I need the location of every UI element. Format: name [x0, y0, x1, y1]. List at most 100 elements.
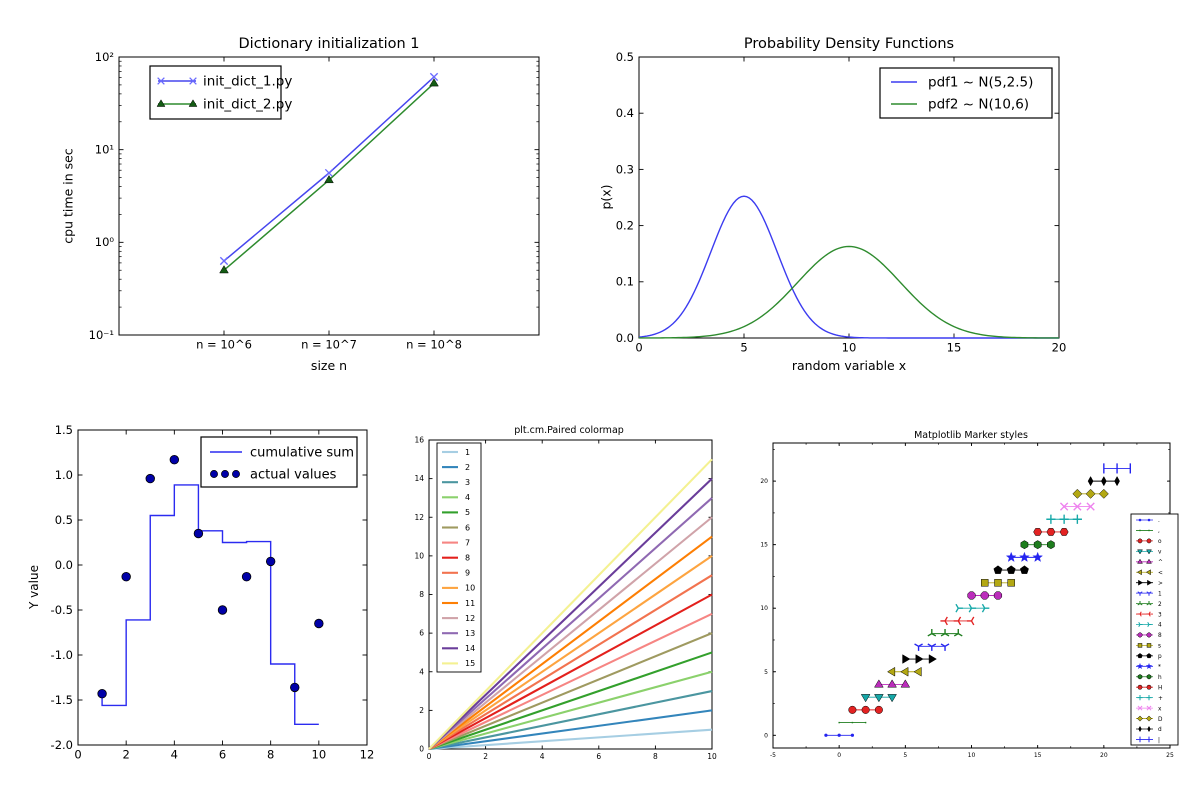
- marker-+: [1059, 514, 1069, 524]
- figure2-ylabel: p(x): [598, 184, 614, 210]
- marker-2: [940, 629, 950, 637]
- colormap-line-14: [428, 477, 713, 750]
- axis-ticks: -5 0 5 10 15 20 25 0 5 10 15 20: [760, 443, 1174, 759]
- legend-label: init_dict_1.py: [203, 74, 292, 90]
- legend-label: 9: [465, 569, 470, 578]
- marker-h: [1033, 540, 1042, 550]
- marker-s: [1137, 643, 1143, 648]
- tick-label: 8: [267, 747, 274, 761]
- marker-4: [955, 603, 963, 613]
- legend-label: pdf1 ~ N(5,2.5): [928, 75, 1033, 91]
- marker-row-4: [955, 603, 990, 613]
- marker-dot: [837, 733, 841, 737]
- legend-label: 6: [465, 523, 470, 532]
- legend-label: 7: [465, 538, 470, 547]
- legend-label: *: [1158, 665, 1161, 671]
- marker-row-2: [927, 629, 963, 637]
- legend-box: [149, 65, 282, 120]
- marker-row-h: [1020, 540, 1055, 550]
- legend-label: 4: [1158, 623, 1162, 629]
- marker-2: [1137, 601, 1143, 606]
- marker-<: [913, 666, 922, 677]
- marker-pixel: [851, 721, 854, 724]
- tick-label: 4: [540, 752, 545, 761]
- tick-label: 0.5: [616, 50, 634, 64]
- tick-label: 0.0: [616, 331, 634, 345]
- marker-p: [1146, 653, 1152, 659]
- colormap-line-15: [428, 458, 713, 750]
- marker-row-x: [1059, 502, 1095, 511]
- tick-label: 10⁰: [95, 235, 115, 249]
- tick-label: 25: [1166, 752, 1174, 759]
- marker-H: [1059, 528, 1069, 536]
- marker-h: [1047, 540, 1055, 550]
- marker-D: [1072, 488, 1083, 499]
- marker-v: [887, 694, 897, 703]
- tick-label: 2: [419, 706, 424, 715]
- marker-x: [1137, 705, 1143, 711]
- colormap-line-12: [428, 516, 713, 750]
- colormap-line-4: [428, 670, 713, 751]
- data-point: [121, 572, 131, 582]
- marker-^: [156, 99, 166, 107]
- marker-x: [1086, 502, 1095, 511]
- marker-H: [1033, 528, 1043, 536]
- tick-label: 0.5: [55, 513, 73, 527]
- marker-pixel: [1139, 529, 1141, 532]
- marker-+: [1046, 514, 1056, 524]
- marker-row-*: [1005, 551, 1044, 562]
- marker-4: [968, 603, 977, 613]
- tick-label: 12: [414, 513, 424, 522]
- figure-dictionary-initialization: n = 10^6 n = 10^7 n = 10^8 10⁻¹ 10⁰ 10¹ 10² ini…: [89, 50, 540, 351]
- marker-row-+: [1046, 514, 1082, 524]
- legend-label: init_dict_2.py: [203, 97, 292, 113]
- axis-ticks: 0 5 10 15 20 0.0 0.1 0.2 0.3 0.4 0.5: [616, 50, 1067, 355]
- marker-s: [1007, 579, 1015, 587]
- tick-label: 6: [419, 629, 424, 638]
- marker->: [1138, 579, 1144, 586]
- tick-label: 0.1: [616, 275, 634, 289]
- marker-1: [914, 643, 923, 651]
- marker-row-d: [1087, 476, 1120, 487]
- figure-cumulative-sum: 0 2 4 6 8 10 12 -2.0 -1.5 -1.0 -0.5 0.0 0.5 1.0 1.5 cum…: [51, 423, 375, 762]
- marker-^: [1137, 558, 1143, 564]
- legend-label: actual values: [250, 468, 337, 483]
- legend-label: 2: [465, 463, 470, 472]
- legend-label: D: [1158, 717, 1163, 723]
- legend-label: 15: [465, 659, 475, 668]
- marker-o: [874, 705, 883, 714]
- colormap-line-10: [428, 555, 713, 750]
- legend-label: 13: [465, 629, 475, 638]
- marker-+: [1072, 514, 1082, 524]
- marker-^: [324, 174, 334, 184]
- marker-star: [1005, 551, 1017, 562]
- marker-row-H: [1033, 528, 1069, 536]
- marker-2: [953, 629, 963, 637]
- marker-v: [1146, 549, 1152, 555]
- step-line: [101, 484, 319, 725]
- tick-label: 6: [219, 747, 226, 761]
- figure4-title: plt.cm.Paired colormap: [514, 425, 624, 436]
- tick-label: 1.5: [55, 423, 73, 437]
- marker-d: [1147, 725, 1151, 733]
- figure3-ylabel: Y value: [27, 565, 41, 609]
- tick-label: n = 10^6: [196, 337, 252, 351]
- pdf-curve-pdf2: [638, 245, 1060, 339]
- marker-x: [1146, 705, 1152, 711]
- marker-v: [1137, 549, 1143, 555]
- marker-row-^: [874, 679, 911, 688]
- legend-label: H: [1158, 685, 1162, 691]
- marker->: [1147, 579, 1153, 586]
- marker-p: [1019, 565, 1029, 574]
- legend-label: +: [1158, 696, 1163, 702]
- figure2-title: Probability Density Functions: [743, 36, 955, 52]
- marker-+: [1146, 695, 1152, 701]
- marker-d: [1114, 476, 1120, 487]
- legend-label: d: [1158, 727, 1162, 733]
- marker-row-p: [993, 565, 1029, 574]
- marker-3: [1146, 611, 1151, 617]
- legend-label: 4: [465, 493, 470, 502]
- tick-label: 10: [760, 605, 768, 612]
- tick-label: 10: [312, 747, 327, 761]
